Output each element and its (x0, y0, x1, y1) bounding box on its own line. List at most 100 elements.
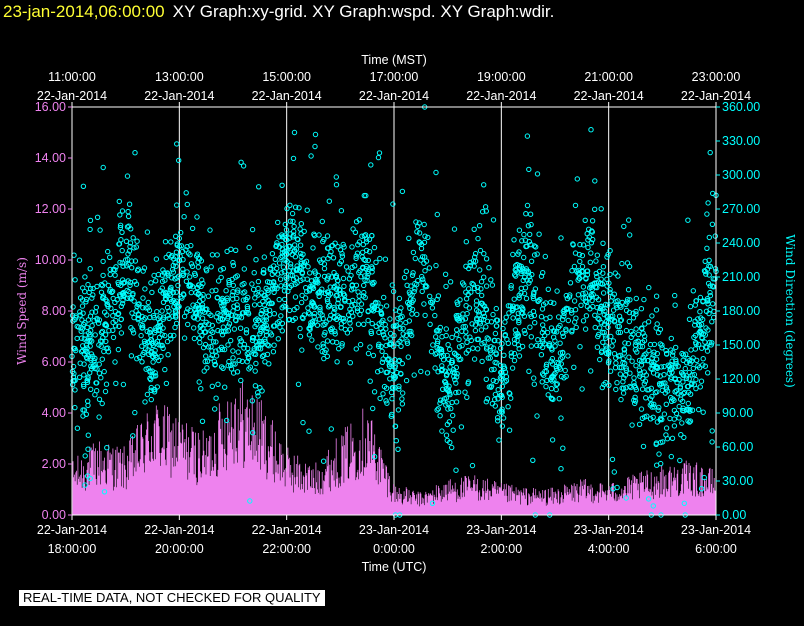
wind-direction-dot (86, 338, 92, 345)
wind-direction-dot (360, 249, 366, 256)
wind-direction-dot (600, 240, 606, 247)
wind-direction-dot (447, 439, 453, 446)
wind-direction-dot (448, 405, 454, 412)
wind-direction-point-22 (659, 387, 666, 394)
wind-direction-dot (550, 334, 557, 340)
wind-direction-dot (574, 176, 580, 182)
wind-direction-dot (673, 361, 679, 367)
wind-direction-dot (80, 285, 86, 291)
wind-direction-dot (277, 324, 283, 330)
wind-direction-dot (103, 345, 110, 352)
wind-direction-dot (513, 273, 519, 279)
wind-direction-dot (180, 257, 186, 263)
wind-direction-dot (483, 376, 489, 382)
wind-direction-dot (84, 377, 90, 384)
wind-direction-dot (127, 295, 133, 301)
wind-direction-dot (125, 213, 132, 220)
wind-direction-dot (466, 265, 472, 272)
wind-direction-dot (600, 270, 606, 276)
wind-direction-dot (376, 150, 383, 156)
wind-direction-dot (151, 387, 157, 393)
wind-direction-dot (276, 318, 282, 325)
wind-direction-dot (176, 157, 182, 164)
wind-direction-dot (449, 399, 455, 406)
wind-direction-dot (451, 226, 458, 232)
wind-direction-dot (669, 435, 676, 441)
wind-direction-dot (170, 269, 177, 275)
wind-direction-dot (206, 310, 212, 317)
wind-direction-dot (687, 303, 694, 310)
wind-direction-dot (375, 154, 382, 161)
wind-direction-dot (706, 234, 712, 241)
wind-direction-dot (79, 297, 86, 303)
wind-direction-dot (356, 239, 363, 245)
wind-direction-dot (263, 322, 269, 329)
wind-direction-dot (481, 251, 487, 257)
wind-direction-dot (523, 295, 530, 302)
wind-direction-dot (686, 419, 693, 425)
wind-direction-dot (383, 398, 389, 404)
wind-direction-dot (491, 366, 497, 372)
wind-direction-dot (542, 253, 548, 260)
wind-direction-dot (291, 228, 297, 235)
wind-direction-dot (301, 260, 308, 266)
wind-direction-dot (375, 300, 381, 306)
wind-direction-dot (412, 255, 418, 262)
wind-direction-dot (306, 428, 312, 434)
wind-direction-dot (676, 415, 682, 421)
wind-direction-dot (651, 362, 657, 368)
wind-direction-dot (226, 279, 232, 286)
wind-direction-dot (291, 247, 298, 253)
wind-direction-dot (312, 143, 318, 150)
wind-direction-dot (277, 276, 284, 282)
wind-direction-dot (335, 300, 341, 306)
wind-direction-dot (82, 453, 88, 459)
wind-direction-dot (682, 389, 688, 396)
wind-direction-dot (589, 218, 596, 224)
wind-direction-dot (640, 330, 646, 336)
wind-direction-dot (156, 342, 162, 348)
wind-direction-dot (237, 325, 244, 331)
wind-direction-dot (528, 343, 534, 349)
wind-direction-dot (148, 387, 154, 393)
wind-direction-dot (603, 380, 609, 386)
wind-direction-dot (588, 292, 594, 298)
wind-direction-dot (663, 425, 670, 431)
wind-direction-dot (425, 234, 431, 241)
wind-direction-dot (280, 264, 287, 270)
wind-direction-dot (332, 328, 338, 334)
wind-direction-dot (544, 377, 550, 384)
wind-direction-dot (162, 239, 169, 245)
wind-direction-dot (300, 276, 306, 282)
wind-direction-dot (399, 401, 406, 407)
wind-direction-dot (679, 350, 685, 357)
wind-direction-dot (606, 316, 612, 322)
wind-direction-dot (142, 340, 148, 347)
wind-direction-dot (208, 264, 214, 270)
wind-direction-dot (492, 359, 498, 366)
wind-direction-point-9 (310, 285, 317, 292)
wind-direction-dot (435, 406, 441, 412)
wind-direction-dot (440, 398, 447, 404)
wind-direction-dot (649, 393, 655, 400)
wind-direction-dot (543, 383, 549, 390)
wind-direction-dot (261, 352, 267, 358)
wind-direction-dot (543, 368, 550, 375)
wind-direction-dot (557, 340, 563, 346)
top-tick-time-1: 13:00:00 (155, 70, 204, 84)
wind-direction-dot (515, 342, 522, 348)
wind-direction-dot (589, 229, 595, 235)
wind-direction-dot (128, 226, 134, 232)
wind-direction-dot (184, 201, 191, 208)
wind-direction-dot (483, 399, 489, 405)
wind-direction-dot (400, 390, 406, 396)
wind-direction-dot (191, 315, 198, 321)
wind-direction-dot (212, 361, 219, 368)
wind-direction-dot (237, 335, 243, 342)
wind-direction-dot (641, 296, 647, 303)
wind-direction-dot (124, 263, 130, 269)
wind-direction-dot (173, 314, 179, 320)
top-tick-time-6: 23:00:00 (692, 70, 741, 84)
wind-direction-dot (361, 282, 367, 289)
wind-direction-dot (388, 389, 395, 396)
